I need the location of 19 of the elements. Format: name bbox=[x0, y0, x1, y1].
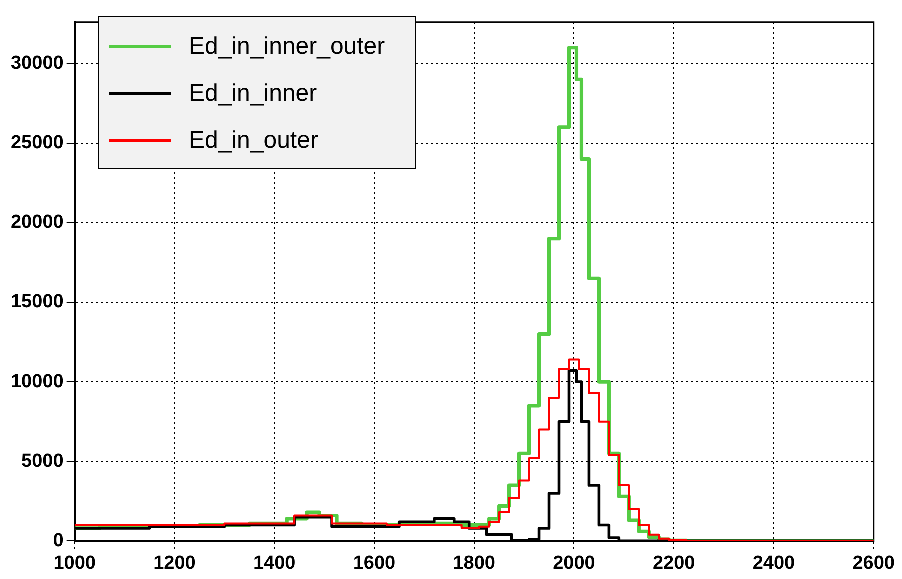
x-tick-label: 2400 bbox=[752, 552, 796, 574]
y-tick-label: 5000 bbox=[22, 450, 64, 472]
y-tick-label: 30000 bbox=[10, 53, 64, 74]
legend-label: Ed_in_inner bbox=[189, 80, 318, 108]
x-tick-label: 1600 bbox=[353, 552, 396, 574]
x-tick-label: 1800 bbox=[453, 552, 496, 574]
legend-label: Ed_in_outer bbox=[189, 126, 320, 154]
x-tick-label: 2000 bbox=[553, 552, 596, 574]
y-tick-label: 20000 bbox=[10, 212, 64, 234]
legend-label: Ed_in_inner_outer bbox=[189, 32, 386, 60]
y-tick-label: 25000 bbox=[10, 132, 64, 154]
x-tick-label: 1200 bbox=[154, 552, 196, 574]
y-tick-label: 10000 bbox=[10, 371, 64, 392]
x-tick-label: 2200 bbox=[652, 552, 696, 574]
x-tick-label: 2600 bbox=[852, 552, 896, 574]
x-tick-label: 1400 bbox=[253, 552, 296, 574]
y-tick-label: 15000 bbox=[10, 292, 64, 313]
x-tick-label: 1000 bbox=[54, 552, 96, 574]
y-tick-label: 0 bbox=[53, 530, 64, 552]
